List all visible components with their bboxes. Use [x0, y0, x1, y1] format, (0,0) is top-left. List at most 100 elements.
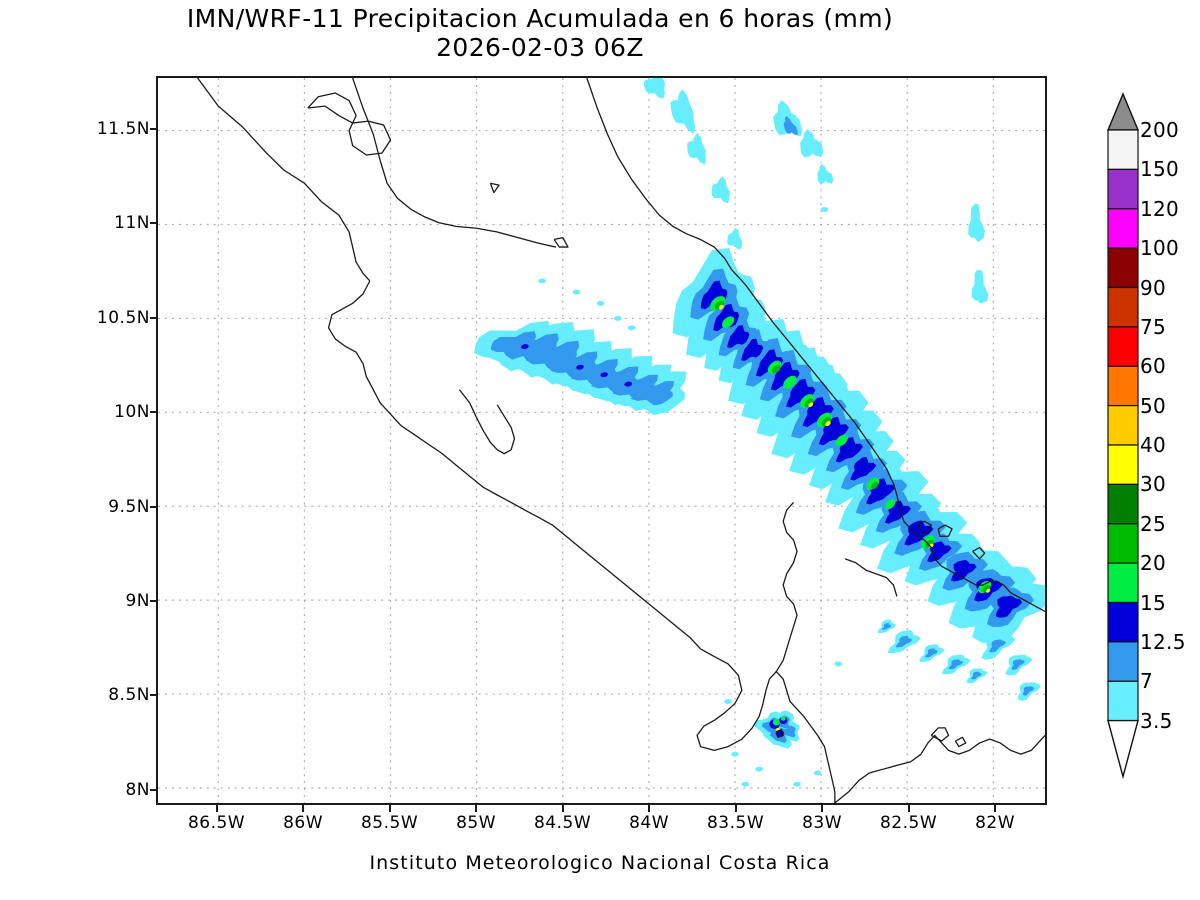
y-axis: 11.5N 11N 10.5N 10N 9.5N 9N 8.5N 8N [72, 0, 150, 900]
precip-contour [741, 338, 764, 361]
colorbar-band[interactable] [1107, 444, 1139, 486]
precip-contour [600, 372, 608, 378]
colorbar-tick-label: 30 [1140, 472, 1167, 497]
precip-contour [783, 375, 797, 389]
x-tick-mark [388, 805, 391, 812]
colorbar-tick-label: 200 [1140, 118, 1180, 142]
y-tick-label: 8N [125, 779, 150, 800]
precip-contour [780, 716, 786, 721]
precip-contour [614, 315, 622, 321]
colorbar-band[interactable] [1107, 286, 1139, 328]
precip-contour [755, 766, 763, 772]
coastline-segment [775, 502, 798, 672]
y-tick-mark [150, 788, 157, 791]
colorbar-tick-label: 20 [1140, 551, 1167, 576]
precip-contour [820, 207, 829, 212]
precip-contour [727, 227, 743, 250]
precip-contour [950, 559, 977, 582]
precip-contour [971, 671, 982, 680]
colorbar-band[interactable] [1107, 641, 1139, 682]
precip-contour [818, 416, 849, 446]
coastline-segment [327, 280, 526, 511]
colorbar-band[interactable] [1107, 523, 1139, 564]
x-tick-label: 84.5W [533, 813, 592, 833]
y-tick-mark [150, 600, 157, 603]
y-tick-label: 10N [114, 402, 150, 423]
coastline-segment [696, 648, 836, 803]
precip-contour [802, 397, 834, 428]
x-tick-label: 83.5W [706, 813, 765, 833]
colorbar[interactable]: 200 150 120 100 90 75 60 50 40 30 25 20 15 12.5 7 3.5 [1104, 92, 1200, 804]
precip-contour [731, 751, 739, 757]
colorbar-band[interactable] [1107, 168, 1139, 210]
y-tick-label: 11.5N [96, 118, 150, 139]
precip-contour [783, 115, 798, 136]
gridlines [158, 78, 1045, 803]
precip-contour [572, 289, 581, 295]
precip-contour [627, 325, 636, 331]
colorbar-band[interactable] [1107, 365, 1139, 407]
colorbar-tick-label: 25 [1140, 511, 1167, 536]
coastline-segment [352, 78, 557, 248]
precip-contour [521, 344, 529, 350]
coastline-segment [553, 236, 569, 248]
colorbar-band[interactable] [1107, 208, 1139, 249]
x-tick-mark [821, 805, 824, 812]
colorbar-tick-label: 60 [1140, 354, 1167, 379]
x-tick-mark [907, 805, 910, 812]
coastline-segment [586, 78, 733, 270]
colorbar-tick-label: 12.5 [1140, 629, 1186, 654]
figure-title: IMN/WRF-11 Precipitacion Acumulada en 6 … [0, 4, 1080, 62]
y-tick-mark [150, 127, 157, 130]
colorbar-band[interactable] [1107, 483, 1139, 525]
colorbar-band[interactable] [1107, 326, 1139, 367]
precip-contour [835, 434, 848, 447]
precip-contour [870, 482, 879, 490]
coastline-segment [458, 389, 516, 455]
colorbar-tick-label: 75 [1140, 314, 1167, 339]
y-tick-label: 9.5N [108, 496, 150, 517]
y-tick-mark [150, 505, 157, 508]
title-line-2: 2026-02-03 06Z [436, 33, 644, 62]
x-tick-mark [734, 805, 737, 812]
colorbar-under-arrow [1107, 719, 1139, 780]
title-line-1: IMN/WRF-11 Precipitacion Acumulada en 6 … [186, 4, 894, 33]
colorbar-band[interactable] [1107, 405, 1139, 446]
precip-contour [624, 381, 632, 387]
y-tick-label: 11N [114, 213, 150, 234]
precip-contour [895, 635, 913, 648]
precip-contour [727, 324, 750, 348]
coastline-segment [197, 78, 371, 282]
x-tick-mark [561, 805, 564, 812]
precip-contour [670, 89, 696, 134]
colorbar-band[interactable] [1107, 562, 1139, 604]
y-tick-mark [150, 694, 157, 697]
coastline-segment [307, 92, 392, 156]
colorbar-band[interactable] [1107, 680, 1139, 722]
precip-contour [687, 133, 706, 165]
colorbar-band[interactable] [1107, 129, 1139, 171]
precip-contour [925, 648, 938, 658]
colorbar-tick-label: 50 [1140, 393, 1167, 418]
precip-contour [800, 129, 824, 158]
coastlines [197, 78, 1045, 803]
x-tick-label: 84W [629, 813, 670, 833]
precip-contour [850, 456, 877, 481]
colorbar-band[interactable] [1107, 247, 1139, 289]
colorbar-band[interactable] [1107, 601, 1139, 643]
map-plot-area[interactable] [156, 76, 1047, 805]
x-tick-mark [302, 805, 305, 812]
coastline-segment [834, 734, 1045, 803]
precip-contour [995, 595, 1023, 618]
precip-contour [741, 781, 750, 787]
precipitation-field [474, 78, 1045, 787]
colorbar-tick-label: 7 [1140, 669, 1154, 694]
colorbar-tick-label: 15 [1140, 590, 1167, 615]
x-tick-label: 85.5W [360, 813, 419, 833]
x-tick-mark [215, 805, 218, 812]
y-tick-mark [150, 222, 157, 225]
precip-contour [1022, 686, 1035, 696]
coastline-segment [489, 182, 500, 194]
precip-contour [986, 588, 991, 593]
